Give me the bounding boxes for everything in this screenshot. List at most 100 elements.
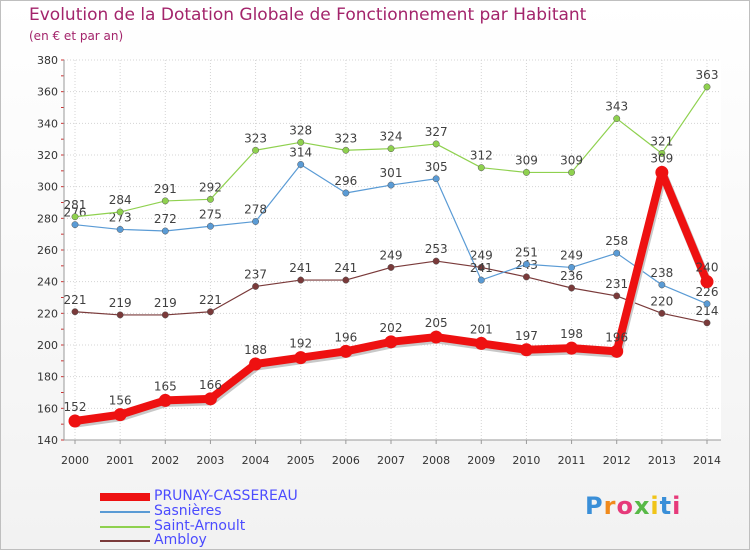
logo-letter: P bbox=[585, 492, 604, 520]
data-label-prunay-cassereau: 196 bbox=[334, 330, 357, 344]
x-tick-label: 2005 bbox=[287, 454, 315, 467]
data-label-sasni-res: 226 bbox=[696, 285, 719, 299]
data-point-ambloy bbox=[613, 292, 621, 300]
data-point-saint-arnoult bbox=[161, 197, 169, 205]
data-point-sasni-res bbox=[477, 276, 485, 284]
y-tick-label: 380 bbox=[37, 54, 58, 67]
data-point-saint-arnoult bbox=[432, 140, 440, 148]
data-point-prunay-cassereau bbox=[68, 414, 82, 428]
data-label-saint-arnoult: 281 bbox=[64, 198, 87, 212]
data-label-prunay-cassereau: 240 bbox=[696, 261, 719, 275]
data-point-ambloy bbox=[252, 282, 260, 290]
data-point-saint-arnoult bbox=[206, 195, 214, 203]
data-label-prunay-cassereau: 188 bbox=[244, 343, 267, 357]
data-label-ambloy: 219 bbox=[109, 296, 132, 310]
data-point-saint-arnoult bbox=[477, 164, 485, 172]
data-point-sasni-res bbox=[206, 222, 214, 230]
logo-letter: x bbox=[633, 492, 651, 520]
data-label-sasni-res: 272 bbox=[154, 212, 177, 226]
data-point-saint-arnoult bbox=[387, 145, 395, 153]
y-tick-label: 220 bbox=[37, 307, 58, 320]
data-label-ambloy: 241 bbox=[289, 261, 312, 275]
data-point-saint-arnoult bbox=[613, 115, 621, 123]
data-point-prunay-cassereau bbox=[565, 341, 579, 355]
data-point-ambloy bbox=[522, 273, 530, 281]
data-label-ambloy: 236 bbox=[560, 269, 583, 283]
y-tick-label: 140 bbox=[37, 434, 58, 447]
data-label-prunay-cassereau: 198 bbox=[560, 327, 583, 341]
data-point-prunay-cassereau bbox=[339, 344, 353, 358]
data-label-prunay-cassereau: 196 bbox=[605, 330, 628, 344]
data-point-ambloy bbox=[387, 263, 395, 271]
data-label-sasni-res: 314 bbox=[289, 146, 312, 160]
x-tick-label: 2014 bbox=[693, 454, 721, 467]
data-point-sasni-res bbox=[613, 249, 621, 257]
data-point-sasni-res bbox=[161, 227, 169, 235]
legend-swatch bbox=[100, 511, 150, 513]
data-label-saint-arnoult: 312 bbox=[470, 149, 493, 163]
data-label-prunay-cassereau: 166 bbox=[199, 378, 222, 392]
data-point-saint-arnoult bbox=[568, 168, 576, 176]
data-label-ambloy: 221 bbox=[199, 293, 222, 307]
logo-letter: t bbox=[659, 492, 673, 520]
data-point-sasni-res bbox=[387, 181, 395, 189]
data-label-sasni-res: 296 bbox=[334, 174, 357, 188]
data-point-ambloy bbox=[658, 309, 666, 317]
data-label-sasni-res: 238 bbox=[650, 266, 673, 280]
data-point-saint-arnoult bbox=[703, 83, 711, 91]
data-label-ambloy: 237 bbox=[244, 267, 267, 281]
data-point-ambloy bbox=[71, 308, 79, 316]
y-tick-label: 180 bbox=[37, 371, 58, 384]
data-point-sasni-res bbox=[658, 281, 666, 289]
data-label-saint-arnoult: 309 bbox=[560, 153, 583, 167]
data-label-prunay-cassereau: 201 bbox=[470, 322, 493, 336]
data-point-saint-arnoult bbox=[297, 138, 305, 146]
data-label-prunay-cassereau: 205 bbox=[425, 316, 448, 330]
data-label-sasni-res: 241 bbox=[470, 261, 493, 275]
data-point-prunay-cassereau bbox=[519, 343, 533, 357]
data-point-sasni-res bbox=[432, 175, 440, 183]
data-point-sasni-res bbox=[522, 260, 530, 268]
data-label-sasni-res: 258 bbox=[605, 234, 628, 248]
legend-swatch bbox=[100, 493, 150, 501]
proxiti-logo: Proxiti bbox=[585, 492, 681, 520]
data-label-ambloy: 253 bbox=[425, 242, 448, 256]
data-label-ambloy: 221 bbox=[64, 293, 87, 307]
data-point-ambloy bbox=[116, 311, 124, 319]
x-tick-label: 2009 bbox=[467, 454, 495, 467]
data-label-saint-arnoult: 323 bbox=[334, 131, 357, 145]
x-tick-label: 2004 bbox=[242, 454, 270, 467]
data-label-saint-arnoult: 324 bbox=[380, 130, 403, 144]
y-tick-label: 260 bbox=[37, 244, 58, 257]
data-point-prunay-cassereau bbox=[429, 330, 443, 344]
data-point-prunay-cassereau bbox=[294, 351, 308, 365]
data-point-sasni-res bbox=[71, 221, 79, 229]
y-tick-label: 160 bbox=[37, 402, 58, 415]
data-label-saint-arnoult: 292 bbox=[199, 180, 222, 194]
data-label-sasni-res: 301 bbox=[380, 166, 403, 180]
x-tick-label: 2011 bbox=[558, 454, 586, 467]
y-tick-label: 280 bbox=[37, 212, 58, 225]
data-point-prunay-cassereau bbox=[474, 336, 488, 350]
data-point-sasni-res bbox=[297, 161, 305, 168]
x-tick-label: 2000 bbox=[61, 454, 89, 467]
data-label-prunay-cassereau: 152 bbox=[64, 400, 87, 414]
data-label-saint-arnoult: 309 bbox=[515, 153, 538, 167]
data-label-saint-arnoult: 327 bbox=[425, 125, 448, 139]
data-point-ambloy bbox=[342, 276, 350, 284]
x-tick-label: 2007 bbox=[377, 454, 405, 467]
data-point-ambloy bbox=[297, 276, 305, 284]
x-tick-label: 2010 bbox=[512, 454, 540, 467]
data-label-sasni-res: 273 bbox=[109, 210, 132, 224]
x-tick-label: 2006 bbox=[332, 454, 360, 467]
data-point-saint-arnoult bbox=[658, 149, 666, 157]
x-tick-label: 2013 bbox=[648, 454, 676, 467]
data-label-sasni-res: 305 bbox=[425, 160, 448, 174]
x-tick-label: 2002 bbox=[151, 454, 179, 467]
data-label-ambloy: 219 bbox=[154, 296, 177, 310]
legend-swatch bbox=[100, 526, 150, 528]
data-point-prunay-cassereau bbox=[249, 357, 263, 371]
x-tick-label: 2012 bbox=[603, 454, 631, 467]
plot-area bbox=[64, 60, 721, 440]
